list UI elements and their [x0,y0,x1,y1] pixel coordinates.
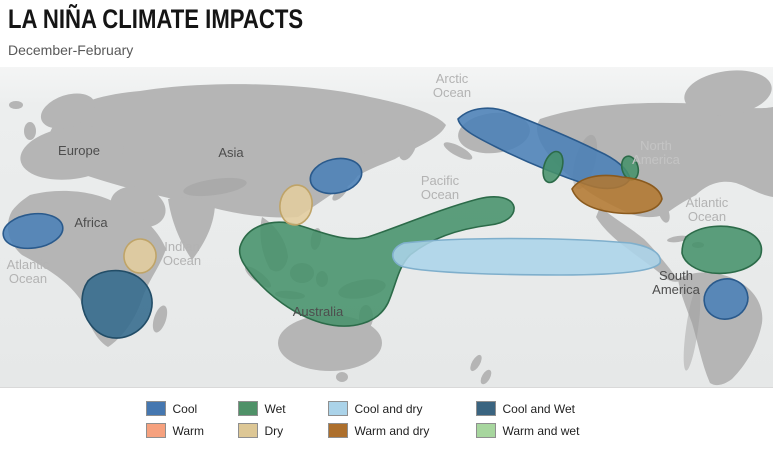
label-atlantic-ocean-east: Atlantic [686,195,729,210]
region-dry-east-africa [123,238,157,274]
label-australia: Australia [293,304,344,319]
label-atlantic-ocean-west: Atlantic [7,257,50,272]
region-cool-southeastern-south-america [703,278,749,320]
legend-label: Cool and dry [354,401,423,416]
legend-label: Cool [172,401,198,416]
region-wet-pacific-northwest [542,150,564,184]
legend-label: Warm and dry [354,423,430,438]
label-north-america: America [632,152,680,167]
la-nina-climate-impacts-page: LA NIÑA CLIMATE IMPACTS December-Februar… [0,0,773,438]
legend-swatch [475,401,496,416]
legend-item: Dry [237,423,328,438]
legend-swatch [327,423,348,438]
region-cool-wet-southern-africa [81,269,153,339]
legend-swatch [145,423,166,438]
map-labels: Arctic Ocean Pacific Ocean Atlantic Ocea… [7,71,729,319]
label-north-america: North [640,138,672,153]
legend-item: Warm [145,423,238,438]
legend-item: Warm and wet [475,423,628,438]
region-wet-northern-south-america [681,225,763,275]
region-cool-east-asia [309,157,363,195]
label-indian-ocean: Ocean [163,253,201,268]
label-asia: Asia [218,145,244,160]
page-subtitle: December-February [8,42,134,59]
legend-label: Warm [172,423,205,438]
label-africa: Africa [74,215,108,230]
legend-item: Warm and dry [327,423,476,438]
region-cool-northwest-africa [2,212,64,250]
impact-regions [2,107,763,339]
legend-item: Cool and dry [327,401,476,416]
label-europe: Europe [58,143,100,158]
legend-swatch [327,401,348,416]
legend-label: Cool and Wet [502,401,576,416]
legend-swatch [475,423,496,438]
label-pacific-ocean: Pacific [421,173,460,188]
region-cool-dry-central-pacific [391,237,662,276]
legend-label: Warm and wet [502,423,580,438]
region-wet-indonesia-western-pacific [238,196,515,327]
label-south-america: South [659,268,693,283]
legend-label: Wet [264,401,286,416]
label-indian-ocean: Indian [164,239,199,254]
region-warm-dry-southern-us [571,174,663,215]
label-atlantic-ocean-east: Ocean [688,209,726,224]
header: LA NIÑA CLIMATE IMPACTS December-Februar… [0,0,773,67]
legend: Cool Wet Cool and dry Cool and Wet Warm Dry Wa… [0,388,773,438]
label-south-america: America [652,282,700,297]
legend-item: Wet [237,401,328,416]
world-map: Arctic Ocean Pacific Ocean Atlantic Ocea… [0,67,773,388]
legend-swatch [237,401,258,416]
legend-item: Cool and Wet [475,401,628,416]
landmass-greenland [684,70,772,116]
label-pacific-ocean: Ocean [421,187,459,202]
legend-item: Cool [145,401,238,416]
region-dry-eastern-china [279,184,313,226]
label-atlantic-ocean-west: Ocean [9,271,47,286]
legend-swatch [145,401,166,416]
legend-label: Dry [264,423,284,438]
label-arctic-ocean: Arctic [436,71,469,86]
legend-swatch [237,423,258,438]
label-arctic-ocean: Ocean [433,85,471,100]
page-title: LA NIÑA CLIMATE IMPACTS [8,4,304,34]
map-svg: Arctic Ocean Pacific Ocean Atlantic Ocea… [0,67,773,387]
